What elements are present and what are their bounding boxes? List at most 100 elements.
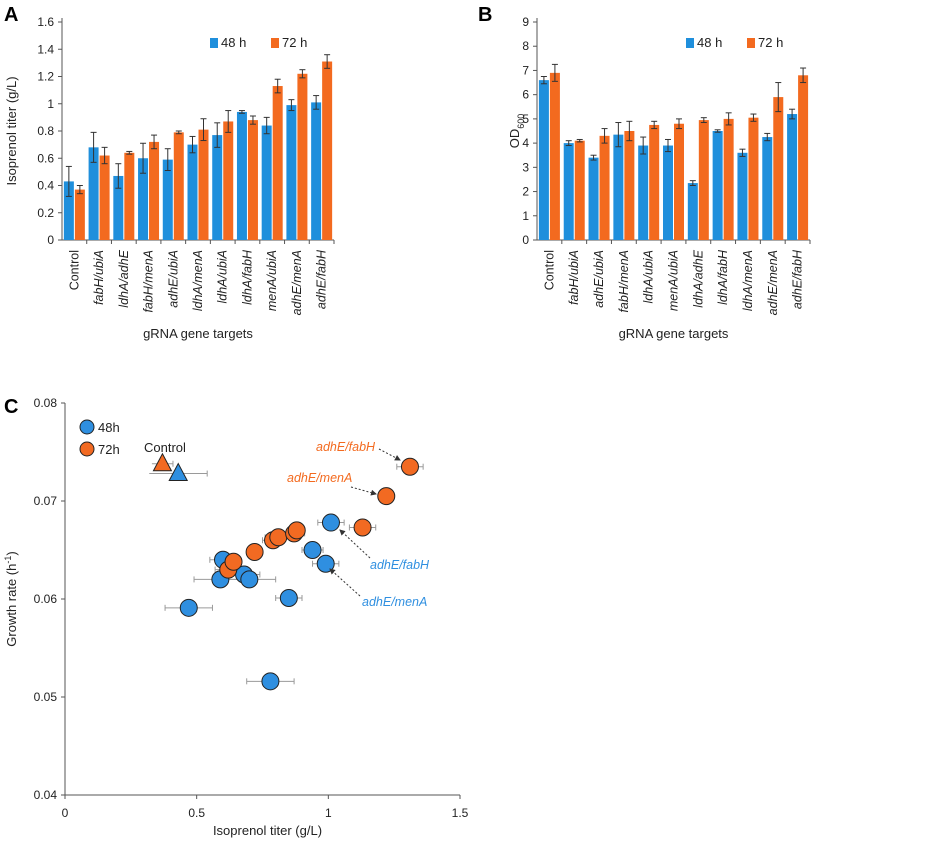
category-label-part: menA/ubiA xyxy=(667,250,681,311)
bar-72h xyxy=(149,141,160,240)
bar-48h xyxy=(712,131,723,240)
category-label-part: adhE/fabH xyxy=(791,249,805,309)
panel-c: C 0.04 0.05 0.06 0.07 0.08 0 0.5 1 1.5 48h 72h Contr… xyxy=(3,396,469,838)
y-tick-label: 2 xyxy=(522,185,529,199)
y-tick-label: 0.2 xyxy=(37,206,54,220)
x-axis-title: Isoprenol titer (g/L) xyxy=(213,823,322,838)
category-label-part: fabH/ubiA xyxy=(567,250,581,305)
annotation-48h-adhE-fabH: adhE/fabH xyxy=(370,558,430,572)
x-tick-label: 0 xyxy=(62,806,69,820)
category-label-part: adhE/fabH xyxy=(315,249,329,309)
annotation-72h-adhE-fabH: adhE/fabH xyxy=(316,440,376,454)
category-label: fabH/menA xyxy=(142,250,156,313)
category-label-part: Control xyxy=(542,250,556,290)
annotation-48h-adhE-menA: adhE/menA xyxy=(362,595,427,609)
panel-letter: C xyxy=(4,396,18,418)
point-48h xyxy=(179,598,198,617)
bar-72h xyxy=(74,189,85,240)
point-48h xyxy=(316,554,335,573)
bar-72h xyxy=(549,72,560,240)
y-tick-label: 0.8 xyxy=(37,124,54,138)
bar-48h xyxy=(187,144,198,240)
category-label: ldhA/fabH xyxy=(240,249,254,305)
bar-48h xyxy=(261,125,272,240)
category-label-part: ldhA/fabH xyxy=(716,249,730,305)
x-axis-title: gRNA gene targets xyxy=(143,326,253,341)
bar-72h xyxy=(322,61,333,241)
bar-48h xyxy=(236,111,247,240)
bar-48h xyxy=(588,157,599,240)
bar-72h xyxy=(574,140,585,240)
bar-72h xyxy=(674,123,684,240)
bar-72h xyxy=(124,152,135,240)
y-tick-label: 4 xyxy=(522,136,529,150)
category-label: fabH/ubiA xyxy=(92,250,106,305)
y-axis-title-main: Isoprenol titer (g/L) xyxy=(4,76,19,185)
annotation-arrow xyxy=(378,448,401,461)
point-48h xyxy=(279,589,298,608)
bar-48h xyxy=(162,159,173,240)
bar-72h xyxy=(748,117,759,240)
y-tick-label: 1.4 xyxy=(37,42,54,56)
category-label-part: fabH/menA xyxy=(142,250,156,313)
point-72h xyxy=(224,552,243,571)
bar-72h xyxy=(223,121,234,240)
bar-48h xyxy=(787,114,798,240)
legend-label-72h: 72 h xyxy=(282,35,307,50)
legend-label-48h: 48h xyxy=(98,420,120,435)
bar-48h xyxy=(113,175,124,240)
y-axis-title: Growth rate (h-1) xyxy=(3,551,19,646)
y-axis-title: Isoprenol titer (g/L) xyxy=(4,76,19,185)
category-label-part: ldhA/menA xyxy=(191,250,205,311)
point-72h xyxy=(287,521,306,540)
point-72h xyxy=(377,487,396,506)
category-label-part: fabH/menA xyxy=(617,250,631,313)
panel-letter: B xyxy=(478,4,492,26)
bar-72h xyxy=(723,118,734,240)
panel-letter: A xyxy=(4,4,18,26)
category-label-part: Control xyxy=(67,250,81,290)
bar-48h xyxy=(737,152,748,240)
y-tick-label: 0.04 xyxy=(34,788,58,802)
bar-48h xyxy=(663,145,673,240)
category-label: menA/ubiA xyxy=(265,250,279,311)
legend-swatch-48h xyxy=(210,38,218,48)
category-label-part: ldhA/ubiA xyxy=(642,250,656,304)
bar-48h xyxy=(563,143,574,240)
category-label-part: ldhA/ubiA xyxy=(216,250,230,304)
legend-label-48h: 48 h xyxy=(697,35,722,50)
bar-72h xyxy=(173,132,184,240)
y-tick-label: 0.07 xyxy=(34,494,58,508)
y-tick-label: 8 xyxy=(522,39,529,53)
bar-48h xyxy=(88,147,99,240)
panel-b: B 0 1 2 3 4 5 6 7 8 9 Control fabH/ubiA adhE/ubiA fabH… xyxy=(478,4,811,341)
point-72h xyxy=(400,457,419,476)
point-48h xyxy=(240,570,259,589)
x-tick-label: 1.5 xyxy=(452,806,469,820)
bar-48h xyxy=(638,145,649,240)
y-axis-title: OD600 xyxy=(507,114,526,149)
bar-48h xyxy=(613,134,624,240)
control-point-48h xyxy=(168,462,189,482)
bar-72h xyxy=(297,73,308,241)
legend-label-72h: 72 h xyxy=(758,35,783,50)
legend-marker-48h xyxy=(79,419,95,435)
point-48h xyxy=(303,541,322,559)
legend-marker-72h xyxy=(79,441,95,457)
y-axis-title-sup: -1 xyxy=(3,556,13,564)
category-label-part: ldhA/fabH xyxy=(240,249,254,305)
category-label-part: adhE/menA xyxy=(766,250,780,315)
y-tick-label: 0.6 xyxy=(37,151,54,165)
y-tick-label: 9 xyxy=(522,15,529,29)
bar-72h xyxy=(649,124,660,240)
category-label: ldhA/ubiA xyxy=(216,250,230,304)
bar-72h xyxy=(99,155,110,240)
legend-label-48h: 48 h xyxy=(221,35,246,50)
category-label-part: fabH/ubiA xyxy=(92,250,106,305)
y-axis-title-main: Growth rate (h xyxy=(4,564,19,647)
bar-72h xyxy=(624,131,635,240)
bar-72h xyxy=(773,97,784,240)
category-label: adhE/ubiA xyxy=(592,250,606,308)
point-72h xyxy=(353,518,372,537)
